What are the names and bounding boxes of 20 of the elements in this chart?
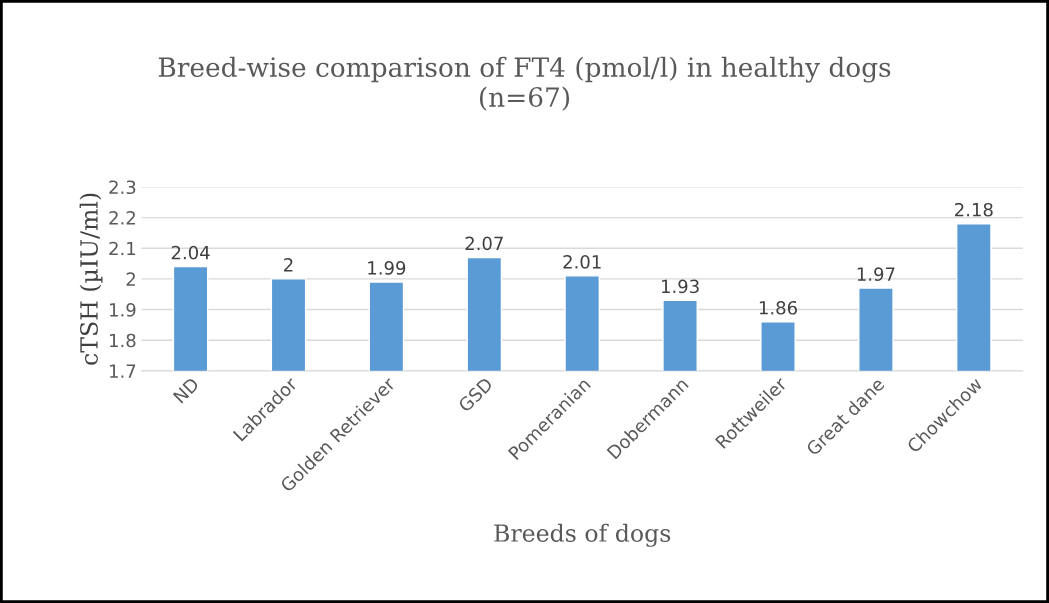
y-tick-label: 2.1: [109, 241, 136, 256]
y-tick-label: 2: [126, 272, 135, 286]
data-label: 1.97: [857, 267, 895, 281]
data-label: 2.07: [465, 236, 503, 251]
x-axis-title: Breeds of dogs: [494, 523, 671, 547]
data-label: 2: [284, 258, 293, 272]
data-label: 2.01: [563, 254, 601, 269]
x-tick-label: ND: [172, 376, 200, 404]
data-label: 1.99: [368, 261, 406, 275]
y-axis-title: cTSH (µIU/ml): [79, 193, 103, 365]
y-tick-label: 1.9: [110, 303, 136, 317]
data-label: 2.18: [955, 202, 993, 217]
y-tick-label: 2.2: [109, 211, 135, 225]
chart-title: Breed-wise comparison of FT4 (pmol/l) in healthy dogs (n=67): [158, 56, 891, 111]
y-tick-label: 2.3: [109, 180, 136, 195]
y-tick-label: 1.8: [110, 333, 136, 348]
data-label: 1.93: [661, 279, 699, 294]
data-label: 2.04: [171, 245, 210, 260]
y-tick-label: 1.7: [110, 364, 136, 378]
data-label: 1.86: [759, 300, 797, 315]
